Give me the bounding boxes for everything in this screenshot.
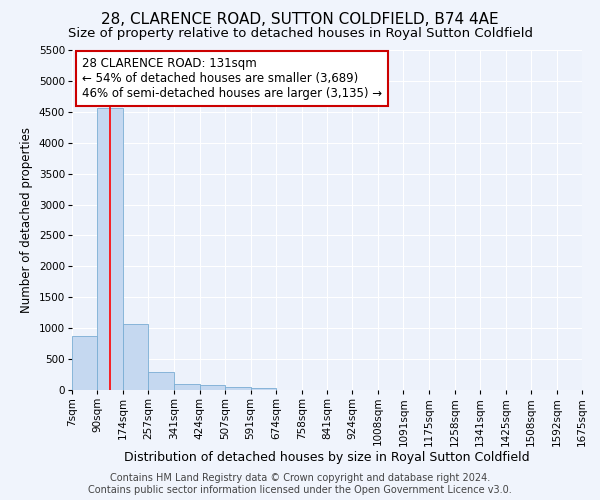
- Bar: [225, 386, 251, 390]
- Bar: [251, 388, 276, 390]
- Bar: [199, 385, 225, 390]
- Text: Size of property relative to detached houses in Royal Sutton Coldfield: Size of property relative to detached ho…: [67, 28, 533, 40]
- Bar: [72, 336, 97, 390]
- Bar: [174, 384, 199, 390]
- Bar: [148, 372, 174, 390]
- Text: Contains HM Land Registry data © Crown copyright and database right 2024.
Contai: Contains HM Land Registry data © Crown c…: [88, 474, 512, 495]
- Text: 28 CLARENCE ROAD: 131sqm
← 54% of detached houses are smaller (3,689)
46% of sem: 28 CLARENCE ROAD: 131sqm ← 54% of detach…: [82, 57, 382, 100]
- Y-axis label: Number of detached properties: Number of detached properties: [20, 127, 33, 313]
- X-axis label: Distribution of detached houses by size in Royal Sutton Coldfield: Distribution of detached houses by size …: [124, 452, 530, 464]
- Bar: [97, 108, 123, 390]
- Bar: [123, 324, 148, 390]
- Text: 28, CLARENCE ROAD, SUTTON COLDFIELD, B74 4AE: 28, CLARENCE ROAD, SUTTON COLDFIELD, B74…: [101, 12, 499, 28]
